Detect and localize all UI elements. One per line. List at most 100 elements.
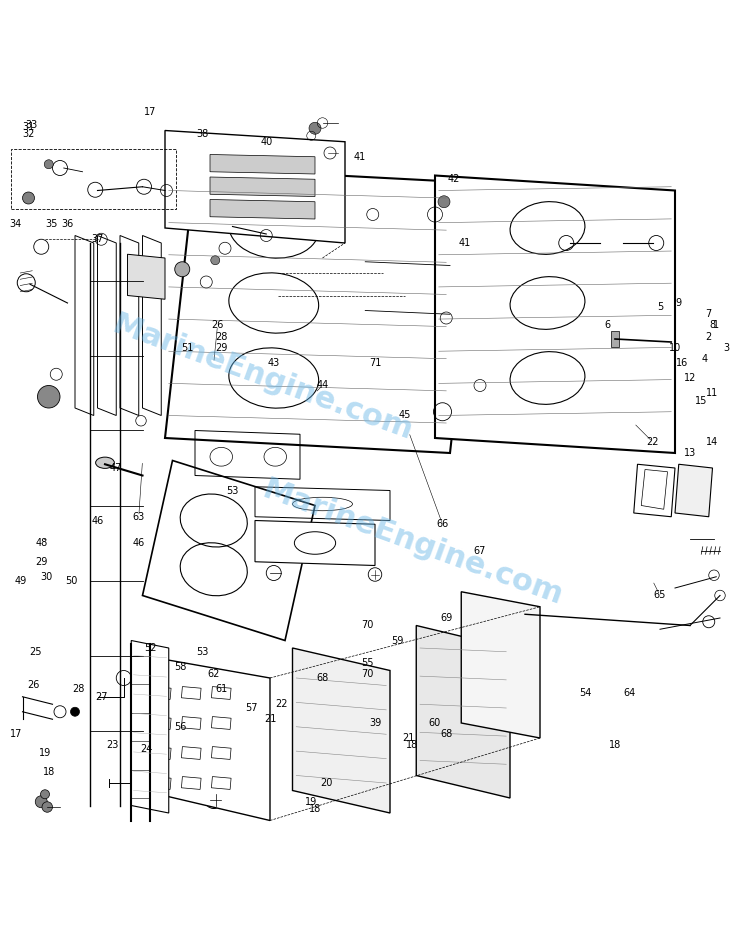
Text: 13: 13 [684, 448, 696, 458]
Text: 18: 18 [309, 804, 321, 814]
Text: 45: 45 [399, 411, 411, 420]
Polygon shape [461, 592, 540, 738]
Text: 18: 18 [609, 740, 621, 751]
Text: 16: 16 [676, 358, 688, 368]
Text: 53: 53 [196, 647, 208, 657]
Polygon shape [210, 177, 315, 197]
Polygon shape [675, 464, 712, 517]
Polygon shape [210, 154, 315, 174]
Text: MarineEngine.com: MarineEngine.com [258, 475, 567, 611]
Polygon shape [128, 255, 165, 300]
Text: 67: 67 [474, 546, 486, 555]
Polygon shape [255, 520, 375, 565]
Text: 15: 15 [695, 396, 707, 405]
Circle shape [40, 790, 50, 798]
Circle shape [438, 196, 450, 208]
Text: 57: 57 [245, 703, 257, 713]
Text: 24: 24 [140, 744, 152, 754]
Circle shape [44, 160, 53, 168]
Polygon shape [165, 130, 345, 243]
Ellipse shape [96, 457, 115, 468]
Text: 50: 50 [65, 576, 77, 586]
Text: 65: 65 [654, 591, 666, 601]
Polygon shape [75, 236, 94, 416]
Text: 62: 62 [208, 669, 220, 680]
Text: 68: 68 [440, 729, 452, 739]
Text: 22: 22 [646, 437, 658, 446]
Circle shape [35, 796, 47, 808]
Text: 46: 46 [133, 538, 145, 548]
Text: 27: 27 [95, 692, 107, 702]
Text: 21: 21 [403, 733, 415, 743]
Text: 37: 37 [92, 234, 104, 244]
Text: 58: 58 [174, 662, 186, 672]
Text: 44: 44 [316, 381, 328, 390]
Polygon shape [210, 199, 315, 219]
Text: 20: 20 [320, 778, 332, 788]
Text: 46: 46 [92, 516, 104, 525]
Text: 70: 70 [362, 621, 374, 631]
Text: 60: 60 [429, 718, 441, 728]
Polygon shape [165, 168, 480, 453]
Text: 26: 26 [211, 320, 223, 330]
Text: 25: 25 [30, 647, 42, 657]
Text: 59: 59 [392, 636, 404, 646]
Text: 70: 70 [362, 669, 374, 680]
Text: 9: 9 [676, 298, 682, 308]
Polygon shape [292, 648, 390, 813]
Text: 22: 22 [275, 699, 287, 709]
Text: 26: 26 [28, 680, 40, 691]
Text: 5: 5 [657, 301, 663, 312]
Text: 17: 17 [144, 107, 156, 117]
Text: 32: 32 [22, 129, 34, 139]
Text: 36: 36 [62, 219, 74, 229]
Text: 12: 12 [684, 373, 696, 383]
Text: 19: 19 [39, 748, 51, 758]
Text: 29: 29 [35, 557, 47, 567]
Text: 3: 3 [723, 343, 729, 353]
Circle shape [309, 123, 321, 134]
Text: 7: 7 [706, 309, 712, 319]
Polygon shape [142, 461, 315, 640]
Text: 55: 55 [362, 658, 374, 668]
Text: 2: 2 [706, 331, 712, 342]
Text: 30: 30 [40, 572, 53, 582]
Text: 53: 53 [226, 486, 238, 495]
Text: 8: 8 [710, 320, 716, 330]
Text: 41: 41 [459, 238, 471, 248]
Text: 28: 28 [215, 331, 227, 342]
Text: 35: 35 [45, 219, 57, 229]
Text: 39: 39 [369, 718, 381, 728]
Polygon shape [435, 175, 675, 453]
Text: 6: 6 [604, 320, 610, 330]
Circle shape [38, 386, 60, 408]
Text: 68: 68 [316, 673, 328, 683]
Circle shape [175, 262, 190, 277]
Polygon shape [416, 625, 510, 798]
Polygon shape [142, 236, 161, 416]
Text: 38: 38 [196, 129, 208, 139]
Text: 33: 33 [26, 120, 38, 129]
Text: 28: 28 [73, 684, 85, 695]
Polygon shape [120, 236, 139, 416]
Text: 14: 14 [706, 437, 718, 446]
Circle shape [211, 256, 220, 265]
Circle shape [70, 708, 80, 716]
Text: 11: 11 [706, 388, 718, 398]
Text: 71: 71 [369, 358, 381, 368]
Text: 18: 18 [43, 767, 55, 777]
Text: 18: 18 [406, 740, 418, 751]
Polygon shape [142, 655, 270, 821]
Polygon shape [611, 331, 619, 346]
Text: 61: 61 [215, 684, 227, 695]
Circle shape [22, 192, 34, 204]
Text: 1: 1 [713, 320, 719, 330]
Text: 40: 40 [260, 137, 272, 147]
Text: 41: 41 [354, 152, 366, 162]
Text: 34: 34 [9, 219, 21, 229]
Text: 54: 54 [579, 688, 591, 698]
Text: 56: 56 [174, 722, 186, 732]
Text: 17: 17 [10, 729, 22, 739]
Text: 43: 43 [268, 358, 280, 368]
Text: MarineEngine.com: MarineEngine.com [108, 310, 417, 446]
